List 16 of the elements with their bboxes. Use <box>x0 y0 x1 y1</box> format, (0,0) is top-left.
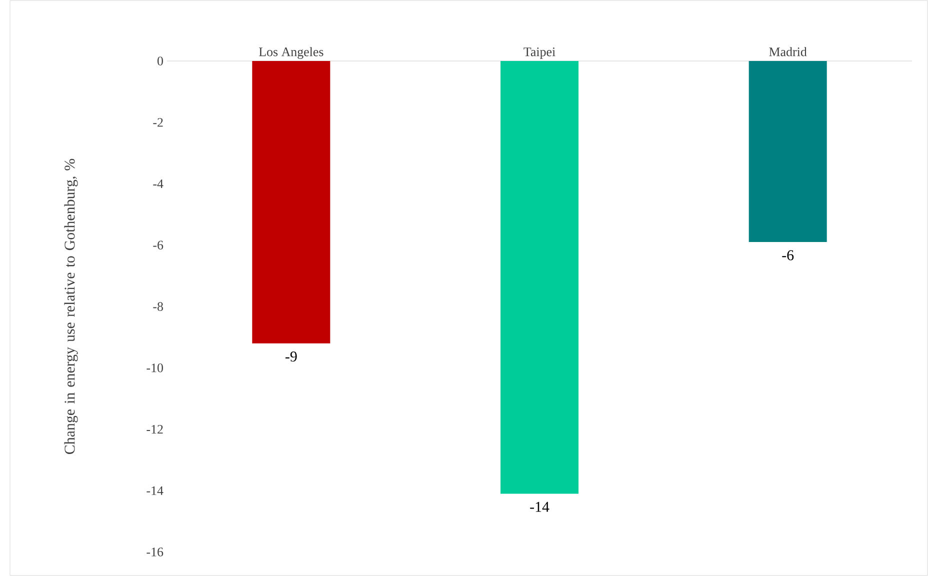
y-tick-label: -2 <box>153 118 163 127</box>
y-tick-label: -16 <box>146 548 164 556</box>
x-tick-label: Taipei <box>524 48 556 59</box>
y-tick-label: -4 <box>153 179 164 188</box>
x-tick-label: Los Angeles <box>258 47 324 59</box>
y-tick-label: 0 <box>158 56 163 66</box>
data-label: -14 <box>530 502 550 512</box>
y-tick-label: -14 <box>146 486 164 495</box>
y-tick-label: -12 <box>146 424 163 434</box>
x-tick-label: Madrid <box>769 47 807 56</box>
data-label: -9 <box>285 352 297 362</box>
data-label: -6 <box>782 250 794 260</box>
y-tick-label: -6 <box>153 240 164 250</box>
y-tick-label: -8 <box>153 302 163 311</box>
y-tick-label: -10 <box>146 364 163 372</box>
y-axis-title: Change in energy use relative to Gothenburg, % <box>64 158 78 454</box>
